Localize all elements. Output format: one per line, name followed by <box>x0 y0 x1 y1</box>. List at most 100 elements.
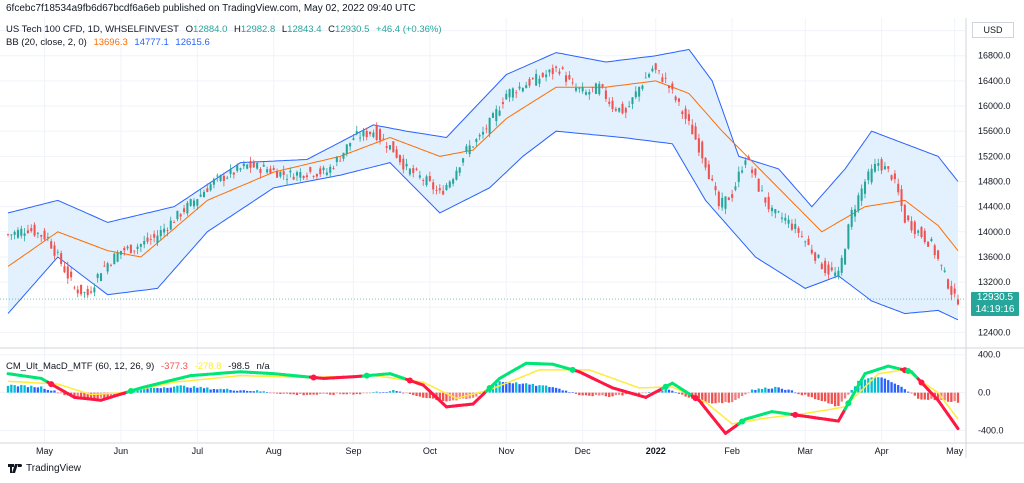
histogram-bar <box>581 392 584 396</box>
histogram-bar <box>242 390 245 393</box>
histogram-bar <box>86 392 89 398</box>
candle-body <box>209 184 212 191</box>
histogram-bar <box>757 388 760 393</box>
candle-body <box>189 199 192 206</box>
candle-body <box>302 175 305 179</box>
candle-body <box>362 130 365 137</box>
histogram-bar <box>275 392 279 394</box>
candle-body <box>777 211 780 213</box>
histogram-bar <box>282 392 285 394</box>
macd-cross-dot <box>406 377 413 384</box>
histogram-bar <box>518 384 521 393</box>
price-tick-label: 16000.0 <box>978 101 1011 111</box>
time-tick-label: May <box>946 446 964 456</box>
candle-body <box>458 167 461 173</box>
macd-cross-dot <box>569 366 576 373</box>
candle-body <box>767 196 770 210</box>
histogram-bar <box>10 384 13 393</box>
candle-body <box>276 171 279 178</box>
histogram-bar <box>285 392 289 394</box>
macd-cross-dot <box>662 383 669 390</box>
tradingview-brand[interactable]: TradingView <box>8 463 81 474</box>
time-tick-label: Oct <box>423 446 438 456</box>
candle-body <box>551 68 554 74</box>
histogram-bar <box>637 392 641 394</box>
candle-body <box>950 286 953 295</box>
histogram-bar <box>907 391 910 393</box>
price-tick-label: 16800.0 <box>978 51 1011 61</box>
histogram-bar <box>887 380 890 393</box>
low-label: L <box>281 24 288 35</box>
candle-body <box>432 182 435 190</box>
histogram-bar <box>930 392 933 399</box>
candle-body <box>359 137 362 139</box>
histogram-bar <box>800 392 804 396</box>
candle-body <box>618 107 621 112</box>
histogram-bar <box>226 388 229 393</box>
histogram-bar <box>53 390 56 393</box>
macd-value-2: -278.8 <box>194 361 222 372</box>
candle-body <box>840 257 843 273</box>
candle-body <box>940 264 943 266</box>
histogram-bar <box>897 384 900 393</box>
candle-body <box>339 160 342 162</box>
candle-body <box>139 244 142 247</box>
candle-body <box>219 174 222 181</box>
candle-body <box>319 168 322 175</box>
histogram-bar <box>740 392 744 397</box>
candle-body <box>315 174 318 177</box>
histogram-bar <box>495 383 498 393</box>
histogram-bar <box>814 392 817 400</box>
histogram-bar <box>259 391 262 393</box>
candle-body <box>594 83 597 94</box>
histogram-bar <box>46 389 50 393</box>
histogram-bar <box>531 383 534 393</box>
candle-body <box>734 186 737 190</box>
histogram-bar <box>246 390 249 393</box>
histogram-bar <box>558 388 561 393</box>
histogram-bar <box>219 388 222 393</box>
histogram-bar <box>870 377 873 393</box>
histogram-bar <box>289 392 292 395</box>
histogram-bar <box>232 390 236 393</box>
candle-body <box>667 85 671 88</box>
candle-body <box>561 67 564 69</box>
candle-body <box>428 176 431 181</box>
candle-body <box>794 224 797 229</box>
histogram-bar <box>365 392 368 394</box>
histogram-bar <box>206 387 209 393</box>
candle-body <box>412 168 415 174</box>
macd-cross-dot <box>792 411 799 418</box>
currency-button[interactable]: USD <box>972 22 1014 38</box>
candle-body <box>601 84 604 87</box>
histogram-bar <box>770 388 774 393</box>
candle-body <box>20 228 23 236</box>
candle-body <box>956 299 960 305</box>
histogram-bar <box>302 392 305 396</box>
last-price-tag: 12930.5 14:19:16 <box>971 292 1019 316</box>
histogram-bar <box>843 392 847 399</box>
candle-body <box>236 165 239 171</box>
candle-body <box>262 164 265 167</box>
histogram-bar <box>946 392 950 402</box>
candle-body <box>379 129 382 141</box>
candle-body <box>624 108 627 113</box>
macd-value-3: -98.5 <box>228 361 250 372</box>
time-tick-label: Nov <box>498 446 515 456</box>
candle-body <box>900 189 903 207</box>
histogram-bar <box>146 388 149 393</box>
candle-body <box>923 230 926 243</box>
histogram-bar <box>395 391 398 393</box>
candle-body <box>535 73 538 86</box>
candle-body <box>242 163 245 167</box>
candle-body <box>222 175 225 181</box>
histogram-bar <box>475 392 478 397</box>
histogram-bar <box>594 392 598 395</box>
macd-line-segment <box>953 422 960 431</box>
histogram-bar <box>36 387 40 393</box>
candle-body <box>850 209 853 227</box>
histogram-bar <box>295 392 299 396</box>
histogram-bar <box>544 385 548 393</box>
candle-body <box>754 168 757 176</box>
